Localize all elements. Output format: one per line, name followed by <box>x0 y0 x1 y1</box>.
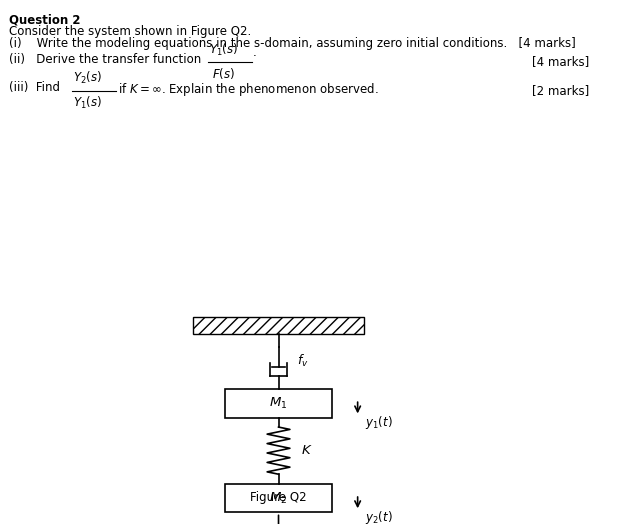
Text: if $K = \infty$. Explain the phenomenon observed.: if $K = \infty$. Explain the phenomenon … <box>118 81 379 98</box>
Bar <box>193 317 364 334</box>
Text: Consider the system shown in Figure Q2.: Consider the system shown in Figure Q2. <box>9 25 252 38</box>
Text: [4 marks]: [4 marks] <box>532 56 589 68</box>
Text: Question 2: Question 2 <box>9 13 81 26</box>
Text: $Y_1(s)$: $Y_1(s)$ <box>209 41 238 58</box>
Bar <box>225 484 332 512</box>
Text: $Y_1(s)$: $Y_1(s)$ <box>73 95 102 111</box>
Text: $F(s)$: $F(s)$ <box>212 66 235 81</box>
Text: [2 marks]: [2 marks] <box>532 84 589 97</box>
Text: $K$: $K$ <box>301 444 313 457</box>
Text: $y_2(t)$: $y_2(t)$ <box>365 508 393 524</box>
Text: Figure Q2: Figure Q2 <box>250 491 307 504</box>
Text: $y_1(t)$: $y_1(t)$ <box>365 414 393 431</box>
Text: $M_1$: $M_1$ <box>269 396 288 411</box>
Text: (iii)  Find: (iii) Find <box>9 81 61 94</box>
Bar <box>225 389 332 418</box>
Text: $f_v$: $f_v$ <box>297 353 308 369</box>
Text: $Y_2(s)$: $Y_2(s)$ <box>73 70 102 86</box>
Text: (ii)   Derive the transfer function: (ii) Derive the transfer function <box>9 53 202 67</box>
Text: $M_2$: $M_2$ <box>270 490 287 506</box>
Text: (i)    Write the modeling equations in the s-domain, assuming zero initial condi: (i) Write the modeling equations in the … <box>9 37 576 50</box>
Text: .: . <box>253 46 257 59</box>
